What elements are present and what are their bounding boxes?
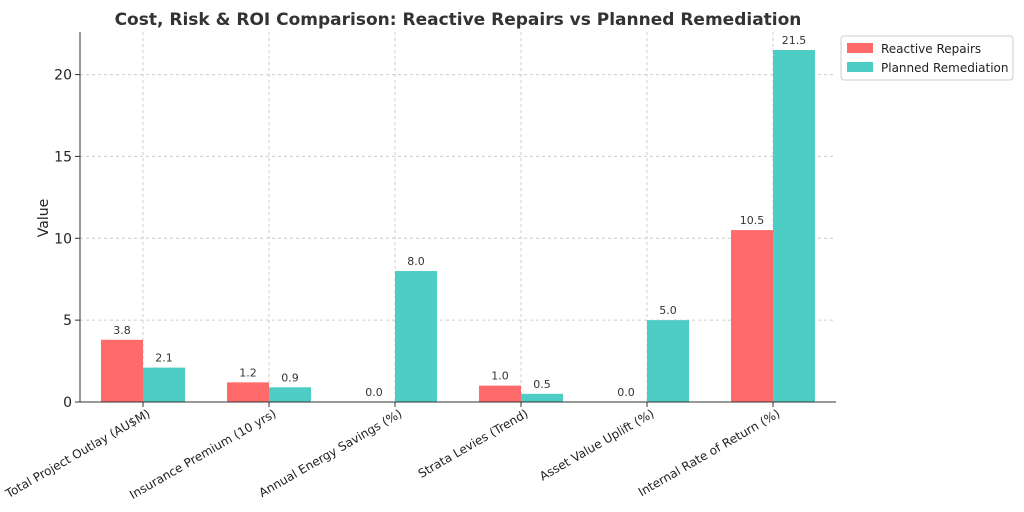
bar-value-label: 0.9 [281, 371, 299, 384]
bar-value-label: 5.0 [659, 304, 677, 317]
bar [269, 387, 311, 402]
legend-label: Planned Remediation [881, 61, 1009, 75]
y-tick-label: 0 [63, 395, 72, 411]
y-tick-label: 10 [54, 231, 72, 247]
bar-value-label: 0.5 [533, 378, 551, 391]
bar [143, 367, 185, 402]
bar [101, 339, 143, 402]
bar-value-label: 10.5 [740, 214, 765, 227]
legend: Reactive Repairs Planned Remediation [840, 35, 1014, 81]
bar [647, 320, 689, 402]
bar-value-label: 1.0 [491, 370, 509, 383]
bar [731, 230, 773, 402]
value-labels-layer: 3.8 2.1 1.2 0.9 0.0 8.0 1.0 0.5 0.0 5.0 10.5 21.5 [113, 34, 806, 399]
grid-layer [80, 32, 836, 403]
y-axis-label: Value [36, 199, 52, 237]
legend-box [840, 35, 1014, 81]
bar-value-label: 0.0 [617, 386, 635, 399]
bar-value-label: 2.1 [155, 352, 173, 365]
bar-value-label: 21.5 [782, 34, 807, 47]
legend-swatch [847, 62, 873, 72]
bar [227, 382, 269, 402]
bars-layer [101, 50, 815, 402]
bar-value-label: 0.0 [365, 386, 383, 399]
y-tick-label: 5 [63, 313, 72, 329]
bar [521, 393, 563, 402]
x-tick-label: Annual Energy Savings (%) [256, 406, 404, 500]
bar [773, 50, 815, 402]
legend-label: Reactive Repairs [881, 42, 981, 56]
x-tick-label: Asset Value Uplift (%) [537, 406, 656, 483]
y-tick-label: 20 [54, 68, 72, 84]
x-tick-label: Strata Levies (Trend) [416, 406, 531, 480]
x-tick-label: Internal Rate of Return (%) [636, 406, 783, 499]
legend-swatch [847, 43, 873, 53]
bar-value-label: 1.2 [239, 366, 257, 379]
bar [395, 271, 437, 402]
chart-title: Cost, Risk & ROI Comparison: Reactive Re… [115, 10, 802, 30]
bar [479, 385, 521, 402]
y-tick-label: 15 [54, 149, 72, 165]
bar-value-label: 8.0 [407, 255, 425, 268]
bar-value-label: 3.8 [113, 324, 131, 337]
